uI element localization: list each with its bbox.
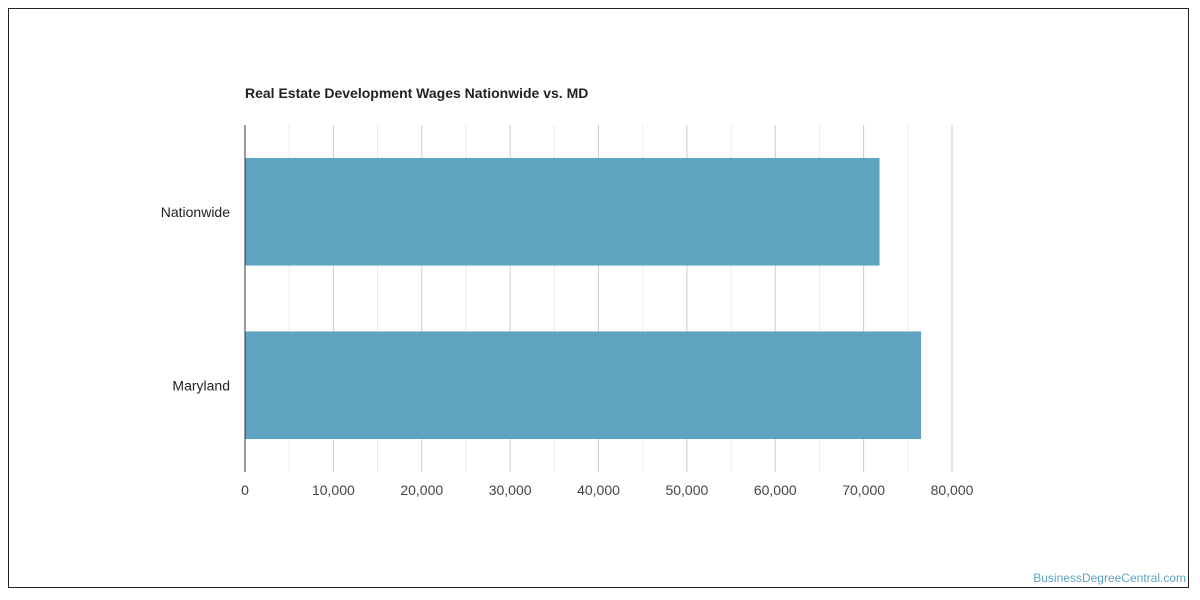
x-tick-label: 0 [241, 482, 249, 498]
x-tick-label: 40,000 [577, 482, 620, 498]
category-label: Maryland [172, 377, 230, 393]
x-tick-label: 60,000 [754, 482, 797, 498]
x-tick-label: 50,000 [665, 482, 708, 498]
watermark-link[interactable]: BusinessDegreeCentral.com [1033, 571, 1186, 585]
bar-nationwide [245, 157, 880, 266]
chart-title: Real Estate Development Wages Nationwide… [245, 85, 589, 101]
bar-maryland [245, 331, 922, 440]
x-tick-label: 20,000 [400, 482, 443, 498]
x-tick-label: 80,000 [931, 482, 974, 498]
category-label: Nationwide [161, 204, 230, 220]
x-tick-label: 70,000 [842, 482, 885, 498]
x-tick-label: 30,000 [489, 482, 532, 498]
x-tick-label: 10,000 [312, 482, 355, 498]
